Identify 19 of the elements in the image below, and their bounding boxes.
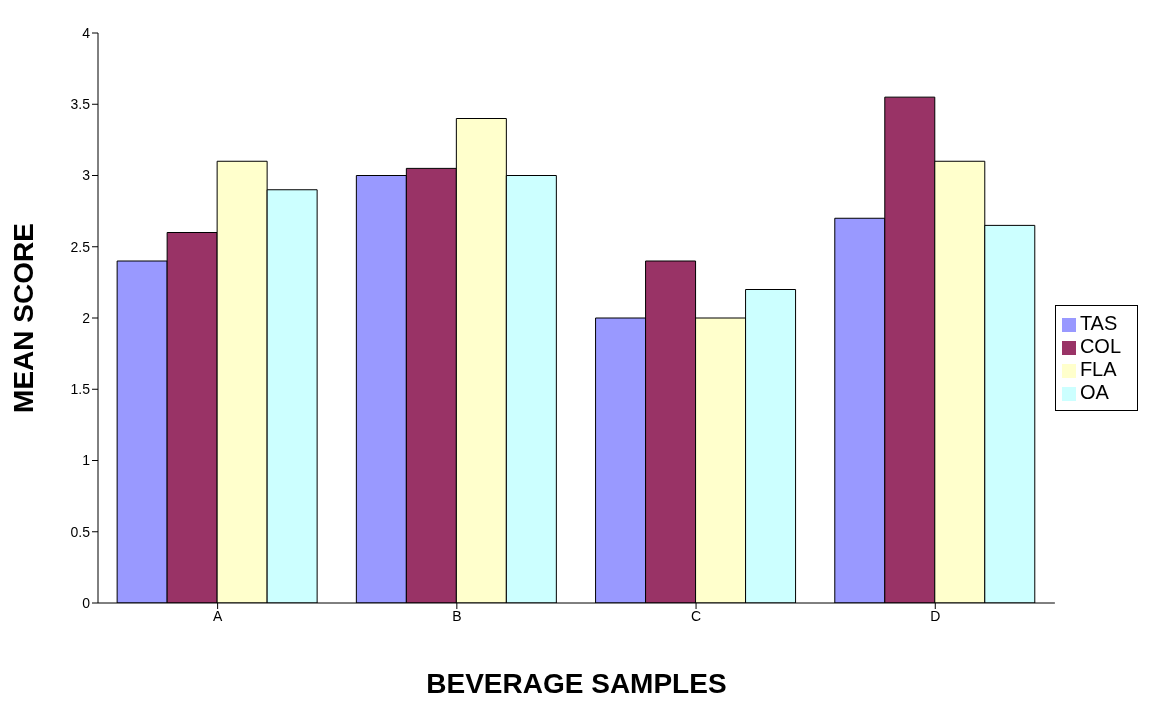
y-tick-label: 2 (82, 309, 91, 326)
y-tick-label: 0 (82, 594, 91, 611)
y-tick-label: 2.5 (70, 238, 91, 255)
legend-label: TAS (1079, 312, 1118, 334)
y-tick-label: 1 (82, 452, 91, 469)
y-tick-label: 3 (82, 167, 91, 184)
y-tick-label: 4 (82, 24, 91, 41)
y-tick-label: 1.5 (70, 381, 91, 398)
y-axis-title: MEAN SCORE (7, 223, 39, 413)
x-tick-label: A (212, 607, 223, 624)
x-tick-label: B (452, 607, 462, 624)
y-tick-label: 3.5 (70, 96, 91, 113)
legend-label: OA (1079, 381, 1109, 403)
legend-label: FLA (1079, 358, 1117, 380)
y-tick-label: 0.5 (70, 523, 91, 540)
x-tick-label: C (690, 607, 702, 624)
legend-label: COL (1079, 335, 1121, 357)
x-tick-label: D (930, 607, 941, 624)
x-axis-title: BEVERAGE SAMPLES (426, 668, 727, 699)
